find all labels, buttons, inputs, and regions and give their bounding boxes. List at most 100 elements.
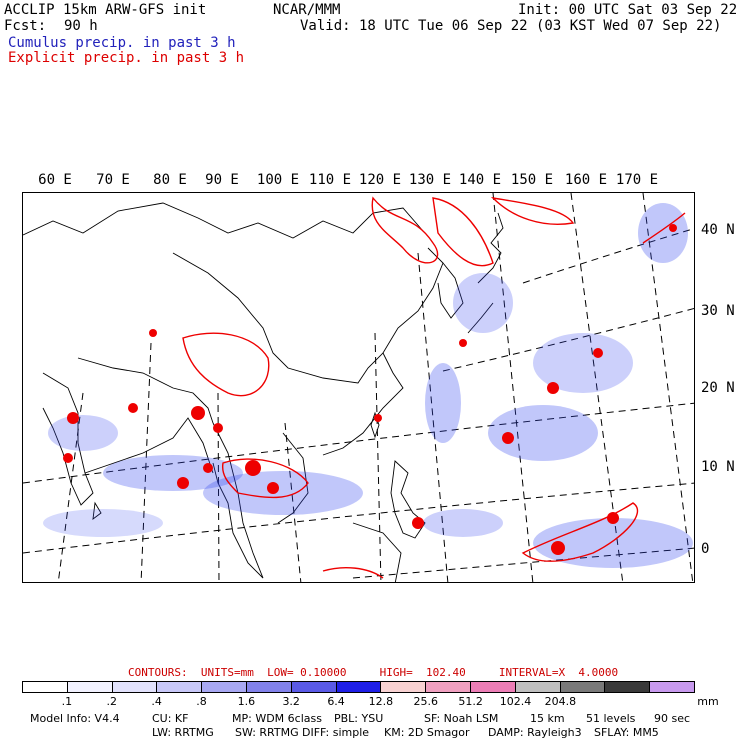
borneo-coast [352, 522, 402, 582]
cumulus-patch [43, 509, 163, 537]
latitude-label: 30 N [701, 303, 735, 319]
longitude-label: 130 E [408, 172, 452, 188]
precip-core [128, 403, 138, 413]
parallel-line [23, 482, 694, 554]
colorbar-tick-label: 1.6 [237, 695, 256, 708]
precip-core [63, 453, 73, 463]
precip-core [551, 541, 565, 555]
meridian-line [217, 392, 220, 582]
model-info-item: SW: RRTMG [235, 726, 299, 739]
colorbar-swatch [381, 682, 427, 692]
precip-core [412, 517, 424, 529]
latitude-label: 20 N [701, 380, 735, 396]
colorbar-tick-label: 6.4 [327, 695, 345, 708]
colorbar-swatch [202, 682, 247, 692]
precip-core [593, 348, 603, 358]
colorbar-swatch [605, 682, 651, 692]
explicit-contours [322, 567, 384, 579]
model-info-item: SF: Noah LSM [424, 712, 499, 725]
model-info-item: 51 levels [586, 712, 636, 725]
precip-core [245, 460, 261, 476]
contour-info: CONTOURS: UNITS=mm LOW= 0.10000 HIGH= 10… [128, 666, 619, 679]
precip-core [177, 477, 189, 489]
philippines-coast [390, 460, 426, 539]
colorbar-swatch [246, 682, 292, 692]
cumulus-patch [453, 273, 513, 333]
parallel-line [23, 402, 694, 484]
parallel-line [442, 308, 694, 372]
model-title: ACCLIP 15km ARW-GFS init [4, 2, 207, 18]
colorbar-tick-label: 51.2 [458, 695, 483, 708]
model-info-item: MP: WDM 6class [232, 712, 322, 725]
precip-core [502, 432, 514, 444]
cumulus-field-title: Cumulus precip. in past 3 h [8, 35, 236, 51]
coastlines [23, 202, 504, 582]
precip-core [607, 512, 619, 524]
valid-time: Valid: 18 UTC Tue 06 Sep 22 (03 KST Wed … [300, 18, 722, 34]
colorbar-tick-label: 25.6 [413, 695, 439, 708]
china-border [172, 247, 444, 384]
model-info-item: DAMP: Rayleigh3 [488, 726, 582, 739]
precip-core [374, 414, 382, 422]
colorbar-swatch [560, 682, 606, 692]
colorbar-swatch [112, 682, 158, 692]
explicit-contours [221, 458, 309, 499]
korea-coast [437, 262, 464, 319]
explicit-contours [182, 332, 270, 397]
china-coast [322, 352, 404, 456]
vietnam-coast [277, 432, 309, 524]
explicit-contours [642, 212, 686, 244]
explicit-contours [490, 196, 575, 225]
longitude-label: 100 E [256, 172, 300, 188]
precip-core [213, 423, 223, 433]
parallel-line [522, 228, 694, 284]
explicit-field-title: Explicit precip. in past 3 h [8, 50, 245, 66]
colorbar-tick-label: 204.8 [544, 695, 577, 708]
longitude-label: 110 E [308, 172, 352, 188]
precip-core [67, 412, 79, 424]
colorbar-tick-label: .8 [196, 695, 207, 708]
colorbar-swatch [426, 682, 471, 692]
precipitation-map [22, 192, 695, 583]
sri-lanka-coast [92, 501, 102, 520]
forecast-label: Fcst: [4, 18, 47, 34]
longitude-label: 90 E [205, 172, 239, 188]
explicit-precip [182, 196, 686, 579]
longitude-label: 120 E [358, 172, 402, 188]
parallel-line [352, 547, 694, 579]
longitude-label: 170 E [615, 172, 659, 188]
cumulus-patch [425, 363, 461, 443]
cumulus-patch [533, 333, 633, 393]
cumulus-precip [43, 203, 693, 568]
colorbar-tick-label: .1 [61, 695, 73, 708]
cumulus-patch [423, 509, 503, 537]
model-info-item: SFLAY: MM5 [594, 726, 659, 739]
colorbar [22, 681, 695, 693]
cumulus-patch [533, 518, 693, 568]
model-info-item: Model Info: V4.4 [30, 712, 120, 725]
explicit-contours [521, 502, 639, 562]
model-info-item: LW: RRTMG [152, 726, 214, 739]
meridian-line [374, 332, 382, 582]
explicit-contours [371, 196, 439, 264]
precip-core [669, 224, 677, 232]
colorbar-swatch [157, 682, 203, 692]
model-info-item: PBL: YSU [334, 712, 384, 725]
longitude-label: 80 E [153, 172, 187, 188]
colorbar-tick-label: 102.4 [499, 695, 532, 708]
explicit-contours [432, 197, 494, 267]
meridian-line [57, 392, 84, 582]
longitude-label: 140 E [458, 172, 502, 188]
longitude-label: 60 E [38, 172, 72, 188]
latitude-label: 40 N [701, 222, 735, 238]
precip-core [459, 339, 467, 347]
latitude-label: 0 [701, 541, 710, 557]
longitude-label: 160 E [564, 172, 608, 188]
indochina-coast [212, 422, 264, 579]
colorbar-tick-label: .2 [106, 695, 117, 708]
colorbar-swatch [650, 682, 694, 692]
colorbar-unit: mm [697, 695, 719, 708]
cumulus-patch [638, 203, 688, 263]
colorbar-swatch [470, 682, 516, 692]
cumulus-patch [203, 471, 363, 515]
